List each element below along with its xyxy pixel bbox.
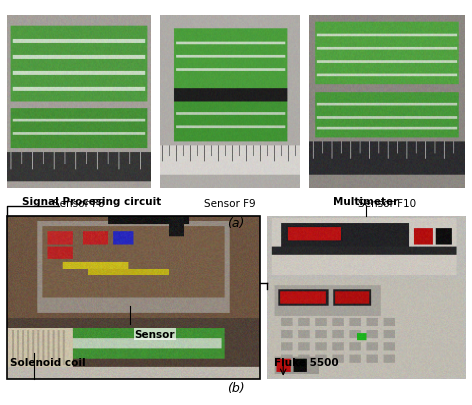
Text: Multimeter: Multimeter [333, 196, 398, 207]
Text: Sensor F8: Sensor F8 [53, 198, 105, 209]
Text: Fluke 5500: Fluke 5500 [274, 357, 338, 367]
Text: (b): (b) [227, 381, 245, 394]
Text: Solenoid coil: Solenoid coil [10, 357, 86, 367]
Text: Sensor: Sensor [135, 329, 175, 339]
Text: Sensor F10: Sensor F10 [358, 198, 416, 209]
Bar [7, 217, 260, 379]
Text: (a): (a) [228, 217, 244, 230]
Text: Signal Procesing circuit: Signal Procesing circuit [22, 196, 162, 207]
Text: Sensor F9: Sensor F9 [204, 198, 256, 209]
